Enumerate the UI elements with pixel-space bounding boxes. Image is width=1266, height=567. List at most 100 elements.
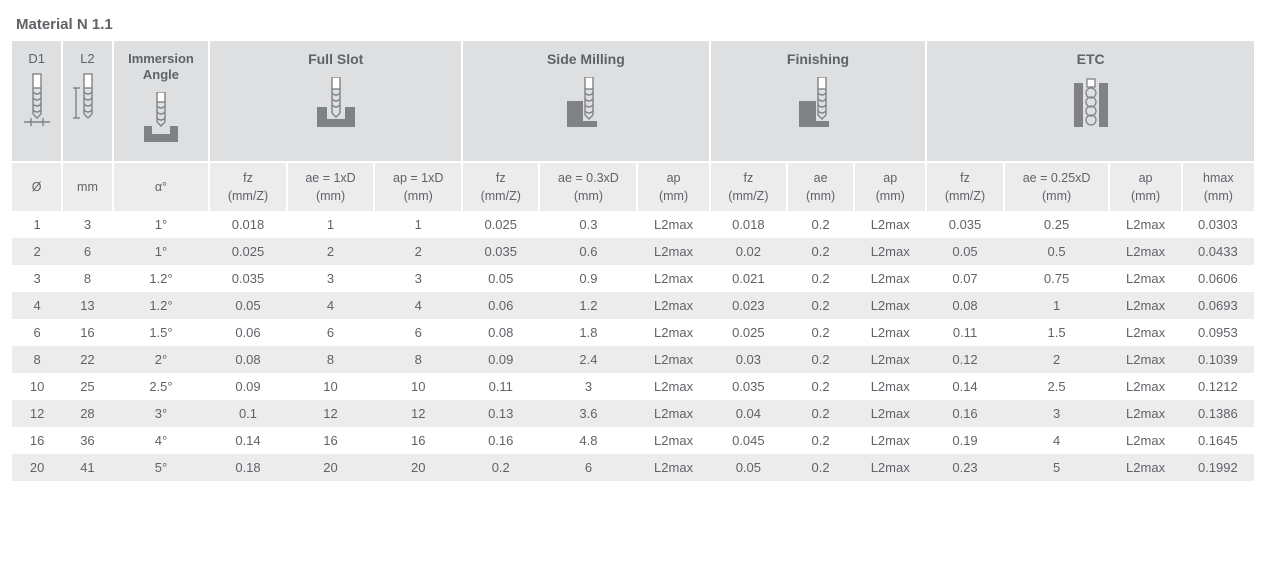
table-cell: 0.11 [462, 373, 539, 400]
table-cell: L2max [1109, 454, 1181, 481]
table-cell: 0.0606 [1182, 265, 1254, 292]
table-cell: 0.09 [462, 346, 539, 373]
table-cell: L2max [637, 346, 709, 373]
subheader-cell: mm [62, 162, 112, 211]
table-cell: 0.25 [1004, 211, 1110, 238]
table-cell: 1° [113, 238, 210, 265]
table-cell: 2 [12, 238, 62, 265]
table-row: 4131.2°0.05440.061.2L2max0.0230.2L2max0.… [12, 292, 1254, 319]
header-immersion: Immersion Angle [113, 41, 210, 162]
header-finishing: Finishing [710, 41, 927, 162]
table-cell: 3° [113, 400, 210, 427]
table-row: 381.2°0.035330.050.9L2max0.0210.2L2max0.… [12, 265, 1254, 292]
subheader-cell: ap = 1xD(mm) [374, 162, 462, 211]
side-milling-label: Side Milling [547, 51, 625, 67]
table-cell: 0.14 [209, 427, 286, 454]
table-cell: L2max [854, 454, 926, 481]
table-cell: 1.2 [539, 292, 637, 319]
table-cell: 0.03 [710, 346, 787, 373]
table-cell: 2.5 [1004, 373, 1110, 400]
finishing-label: Finishing [787, 51, 849, 67]
table-cell: 16 [12, 427, 62, 454]
table-cell: 0.23 [926, 454, 1003, 481]
table-row: 12283°0.112120.133.6L2max0.040.2L2max0.1… [12, 400, 1254, 427]
table-cell: L2max [1109, 346, 1181, 373]
table-cell: 3.6 [539, 400, 637, 427]
table-cell: 3 [62, 211, 112, 238]
table-cell: 0.2 [787, 454, 854, 481]
table-cell: 0.035 [926, 211, 1003, 238]
immersion-label: Immersion Angle [118, 51, 205, 82]
table-cell: 4.8 [539, 427, 637, 454]
table-cell: 0.16 [926, 400, 1003, 427]
table-cell: 20 [287, 454, 375, 481]
table-cell: 25 [62, 373, 112, 400]
table-row: 16364°0.1416160.164.8L2max0.0450.2L2max0… [12, 427, 1254, 454]
table-cell: 0.2 [787, 346, 854, 373]
finishing-icon [793, 77, 843, 133]
side-milling-icon [561, 77, 611, 133]
subheader-cell: ae(mm) [787, 162, 854, 211]
table-cell: 16 [374, 427, 462, 454]
table-cell: L2max [854, 373, 926, 400]
table-cell: 4 [12, 292, 62, 319]
etc-label: ETC [1077, 51, 1105, 67]
table-cell: L2max [854, 292, 926, 319]
l2-label: L2 [80, 51, 94, 66]
table-cell: L2max [854, 400, 926, 427]
table-cell: 2.4 [539, 346, 637, 373]
subheader-cell: fz(mm/Z) [462, 162, 539, 211]
table-cell: 2 [1004, 346, 1110, 373]
table-cell: 0.035 [710, 373, 787, 400]
table-cell: 2.5° [113, 373, 210, 400]
table-cell: 0.18 [209, 454, 286, 481]
table-cell: L2max [1109, 211, 1181, 238]
page-title: Material N 1.1 [12, 16, 1254, 33]
table-cell: 1.8 [539, 319, 637, 346]
table-cell: 3 [374, 265, 462, 292]
table-cell: 0.1039 [1182, 346, 1254, 373]
table-cell: 0.023 [710, 292, 787, 319]
table-cell: 0.0433 [1182, 238, 1254, 265]
table-cell: 0.018 [209, 211, 286, 238]
table-cell: L2max [637, 211, 709, 238]
table-cell: 12 [12, 400, 62, 427]
table-cell: 0.025 [209, 238, 286, 265]
table-cell: 0.025 [710, 319, 787, 346]
table-cell: L2max [1109, 319, 1181, 346]
table-cell: 1.2° [113, 292, 210, 319]
table-cell: L2max [1109, 373, 1181, 400]
table-cell: L2max [854, 427, 926, 454]
table-cell: L2max [637, 238, 709, 265]
table-cell: 0.2 [787, 211, 854, 238]
table-cell: L2max [854, 319, 926, 346]
table-cell: L2max [637, 319, 709, 346]
table-cell: 13 [62, 292, 112, 319]
table-cell: 0.12 [926, 346, 1003, 373]
table-cell: 2 [287, 238, 375, 265]
table-cell: 4 [287, 292, 375, 319]
table-row: 131°0.018110.0250.3L2max0.0180.2L2max0.0… [12, 211, 1254, 238]
table-cell: 16 [287, 427, 375, 454]
table-cell: 1.5 [1004, 319, 1110, 346]
full-slot-icon [311, 77, 361, 133]
etc-icon [1066, 77, 1116, 133]
table-cell: L2max [1109, 238, 1181, 265]
subheader-cell: ae = 0.3xD(mm) [539, 162, 637, 211]
table-cell: 0.16 [462, 427, 539, 454]
table-cell: 0.1 [209, 400, 286, 427]
table-row: 8222°0.08880.092.4L2max0.030.2L2max0.122… [12, 346, 1254, 373]
header-d1: D1 [12, 41, 62, 162]
table-cell: L2max [1109, 427, 1181, 454]
table-cell: 0.05 [710, 454, 787, 481]
table-cell: 0.035 [462, 238, 539, 265]
subheader-cell: ap(mm) [1109, 162, 1181, 211]
table-cell: 0.02 [710, 238, 787, 265]
table-cell: 0.05 [462, 265, 539, 292]
header-l2: L2 [62, 41, 112, 162]
table-cell: 1.5° [113, 319, 210, 346]
table-cell: 0.018 [710, 211, 787, 238]
table-cell: 0.2 [787, 265, 854, 292]
subheader-cell: fz(mm/Z) [926, 162, 1003, 211]
table-cell: 0.035 [209, 265, 286, 292]
